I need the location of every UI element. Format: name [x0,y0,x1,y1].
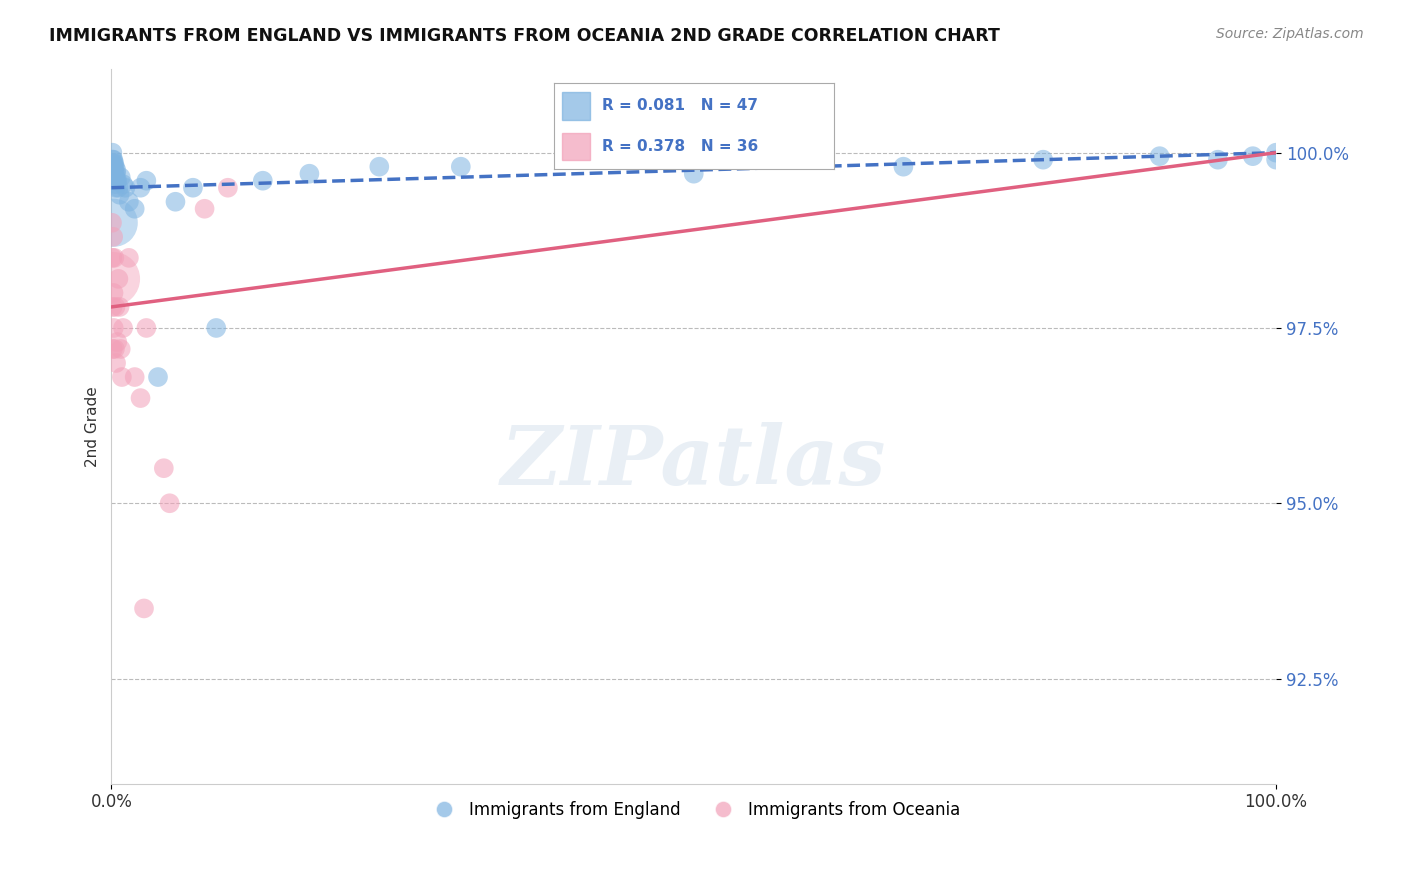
Y-axis label: 2nd Grade: 2nd Grade [86,385,100,467]
Point [104,170,127,185]
Point [105,174,128,188]
Point [103,216,125,230]
Point [111,370,134,384]
Point [103,251,125,265]
Point [1265,145,1288,160]
Point [1032,153,1054,167]
Point [105,334,128,349]
Point [104,178,127,192]
Point [217,180,239,194]
Point [165,194,187,209]
Text: Source: ZipAtlas.com: Source: ZipAtlas.com [1216,27,1364,41]
Point [101,156,124,170]
Point [110,342,132,356]
Point [101,216,124,230]
Point [112,178,135,192]
Point [105,163,128,178]
Point [118,194,141,209]
Point [159,496,181,510]
Point [104,300,127,314]
Point [205,321,228,335]
Point [101,160,124,174]
Point [1265,153,1288,167]
Point [101,251,124,265]
Point [103,156,125,170]
Point [124,202,146,216]
Point [104,174,127,188]
Point [129,391,152,405]
Point [101,229,124,244]
Point [153,461,176,475]
Point [108,300,131,314]
Point [589,153,612,167]
Point [135,174,157,188]
Text: ZIPatlas: ZIPatlas [501,422,887,502]
Point [101,153,124,167]
Legend: Immigrants from England, Immigrants from Oceania: Immigrants from England, Immigrants from… [420,794,966,825]
Point [103,321,125,335]
Point [110,170,132,185]
Point [101,342,124,356]
Point [103,174,125,188]
Point [104,342,127,356]
Point [103,163,125,178]
Point [103,153,125,167]
Point [103,167,125,181]
Point [104,180,127,194]
Point [298,167,321,181]
Point [103,160,125,174]
Point [194,202,217,216]
Point [1149,149,1171,163]
Point [101,145,124,160]
Point [108,187,131,202]
Point [103,285,125,300]
Point [682,167,704,181]
Point [104,160,127,174]
Point [741,145,763,160]
Point [129,180,152,194]
Point [146,370,169,384]
Point [107,180,129,194]
Point [132,601,155,615]
Point [368,160,391,174]
Text: IMMIGRANTS FROM ENGLAND VS IMMIGRANTS FROM OCEANIA 2ND GRADE CORRELATION CHART: IMMIGRANTS FROM ENGLAND VS IMMIGRANTS FR… [49,27,1000,45]
Point [1241,149,1264,163]
Point [105,174,128,188]
Point [181,180,204,194]
Point [1206,153,1229,167]
Point [118,251,141,265]
Point [124,370,146,384]
Point [252,174,274,188]
Point [112,321,135,335]
Point [114,180,136,194]
Point [450,160,472,174]
Point [101,272,124,286]
Point [135,321,157,335]
Point [893,160,915,174]
Point [105,167,128,181]
Point [104,167,127,181]
Point [105,356,128,370]
Point [107,272,129,286]
Point [101,300,124,314]
